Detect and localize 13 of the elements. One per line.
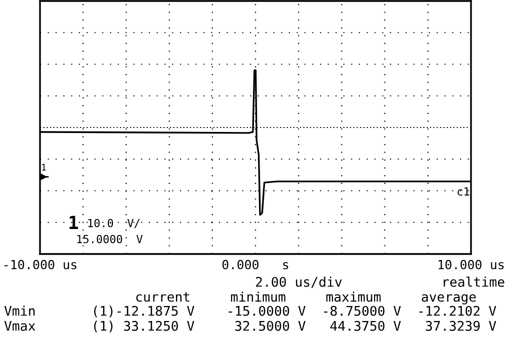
series-label: c1 (458, 187, 470, 196)
x-tick-label: 0.000 s (222, 260, 288, 270)
x-tick-label: 10.000 us (438, 260, 504, 270)
text: current minimum maximum average (136, 292, 476, 304)
annotation: 1 (42, 164, 46, 171)
annotation: 15.0000 V (77, 234, 143, 244)
annotation: 1 (70, 216, 78, 229)
text: Vmin (1)-12.1875 V -15.0000 V -8.75000 V -12.2102 V (4, 306, 496, 318)
text: realtime (444, 276, 504, 287)
x-tick-label: -10.000 us (4, 260, 76, 270)
text: Vmax (1) 33.1250 V 32.5000 V 44.3750 V 37.3239 V (4, 320, 496, 332)
text: 2.00 us/div (256, 276, 342, 288)
annotation: 10.0 V/ (88, 218, 140, 228)
